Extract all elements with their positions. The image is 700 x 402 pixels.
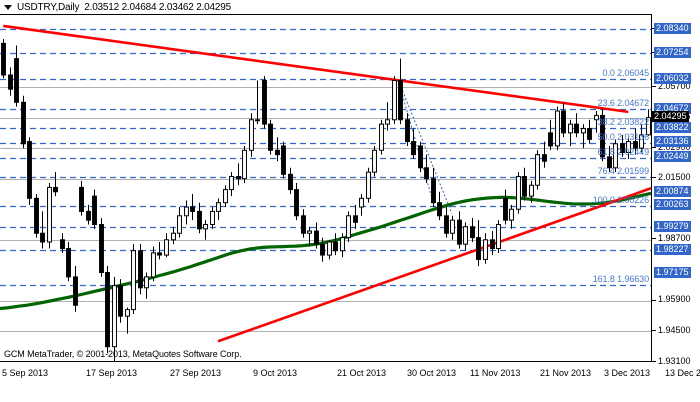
date-tick-label: 27 Sep 2013 xyxy=(170,368,222,378)
fib-level-caption: 161.8 1.96630 xyxy=(592,273,649,284)
fib-price-label: 2.00874 xyxy=(654,185,691,197)
fib-price-label: 2.07254 xyxy=(654,46,691,58)
grid-lines xyxy=(0,87,651,332)
chevron-down-icon[interactable] xyxy=(4,4,12,10)
date-tick-label: 17 Sep 2013 xyxy=(86,368,138,378)
symbol-period-label: USDTRY,Daily xyxy=(17,1,80,13)
price-tick-label: 2.05700 xyxy=(652,81,691,92)
fib-lines xyxy=(0,28,651,287)
fib-price-label: 2.04672 xyxy=(654,102,691,114)
date-tick-label: 13 Dec 2013 xyxy=(665,368,700,378)
price-tick-label: 1.98700 xyxy=(652,233,691,244)
date-tick-label: 21 Oct 2013 xyxy=(337,368,387,378)
fib-price-label: 1.98227 xyxy=(654,243,691,255)
trendlines xyxy=(3,24,651,343)
fib-level-caption: 23.6 2.04672 xyxy=(597,98,649,109)
ohlc-values-label: 2.03512 2.04684 2.03462 2.04295 xyxy=(84,1,231,13)
fib-level-caption: 76.4 2.01599 xyxy=(597,165,649,176)
current-price-label: 2.04295 xyxy=(652,111,689,123)
price-tick-label: 1.94500 xyxy=(652,325,691,336)
price-tick-label: 2.01500 xyxy=(652,172,691,183)
fib-fan-line xyxy=(397,79,453,214)
fib-price-label: 2.02449 xyxy=(654,151,691,163)
fib-price-label: 1.99279 xyxy=(654,220,691,232)
price-tick-label: 1.95900 xyxy=(652,294,691,305)
price-scale-axis[interactable]: 2.083402.072542.057002.042952.029002.015… xyxy=(652,14,700,366)
date-tick-label: 3 Dec 2013 xyxy=(604,368,651,378)
fib-price-label: 1.97175 xyxy=(654,266,691,278)
date-tick-label: 11 Nov 2013 xyxy=(470,368,521,378)
fib-level-caption: 50.0 2.03136 xyxy=(597,131,649,142)
date-tick-label: 21 Nov 2013 xyxy=(540,368,592,378)
date-scale-axis[interactable]: 5 Sep 2013 17 Sep 2013 27 Sep 2013 9 Oct 20… xyxy=(0,362,700,382)
fib-level-caption: 100.0 2.00226 xyxy=(592,195,649,206)
date-tick-label: 30 Oct 2013 xyxy=(407,368,457,378)
fib-level-caption: 61.8 2.02449 xyxy=(597,146,649,157)
fib-level-caption: 0.0 2.06045 xyxy=(602,68,650,79)
price-tick-label: 1.93100 xyxy=(652,356,691,367)
fib-price-label: 2.06032 xyxy=(654,73,691,85)
chart-canvas xyxy=(0,24,651,361)
chart-plot-area[interactable]: 0.0 2.06045 23.6 2.04672 38.2 2.03822 50.0 … xyxy=(0,14,652,362)
fib-price-label: 2.08340 xyxy=(654,22,691,34)
fib-price-label: 2.03136 xyxy=(654,136,691,148)
candlesticks xyxy=(1,39,651,361)
date-tick-label: 9 Oct 2013 xyxy=(253,368,298,378)
fib-price-label: 2.03822 xyxy=(654,121,691,133)
chart-titlebar: USDTRY,Daily 2.03512 2.04684 2.03462 2.0… xyxy=(0,0,700,14)
copyright-label: GCM MetaTrader, © 2001-2013, MetaQuotes … xyxy=(4,349,242,359)
date-tick-label: 5 Sep 2013 xyxy=(2,368,49,378)
fib-level-caption: 38.2 2.03822 xyxy=(597,117,649,127)
fib-price-label: 2.00263 xyxy=(654,199,691,211)
